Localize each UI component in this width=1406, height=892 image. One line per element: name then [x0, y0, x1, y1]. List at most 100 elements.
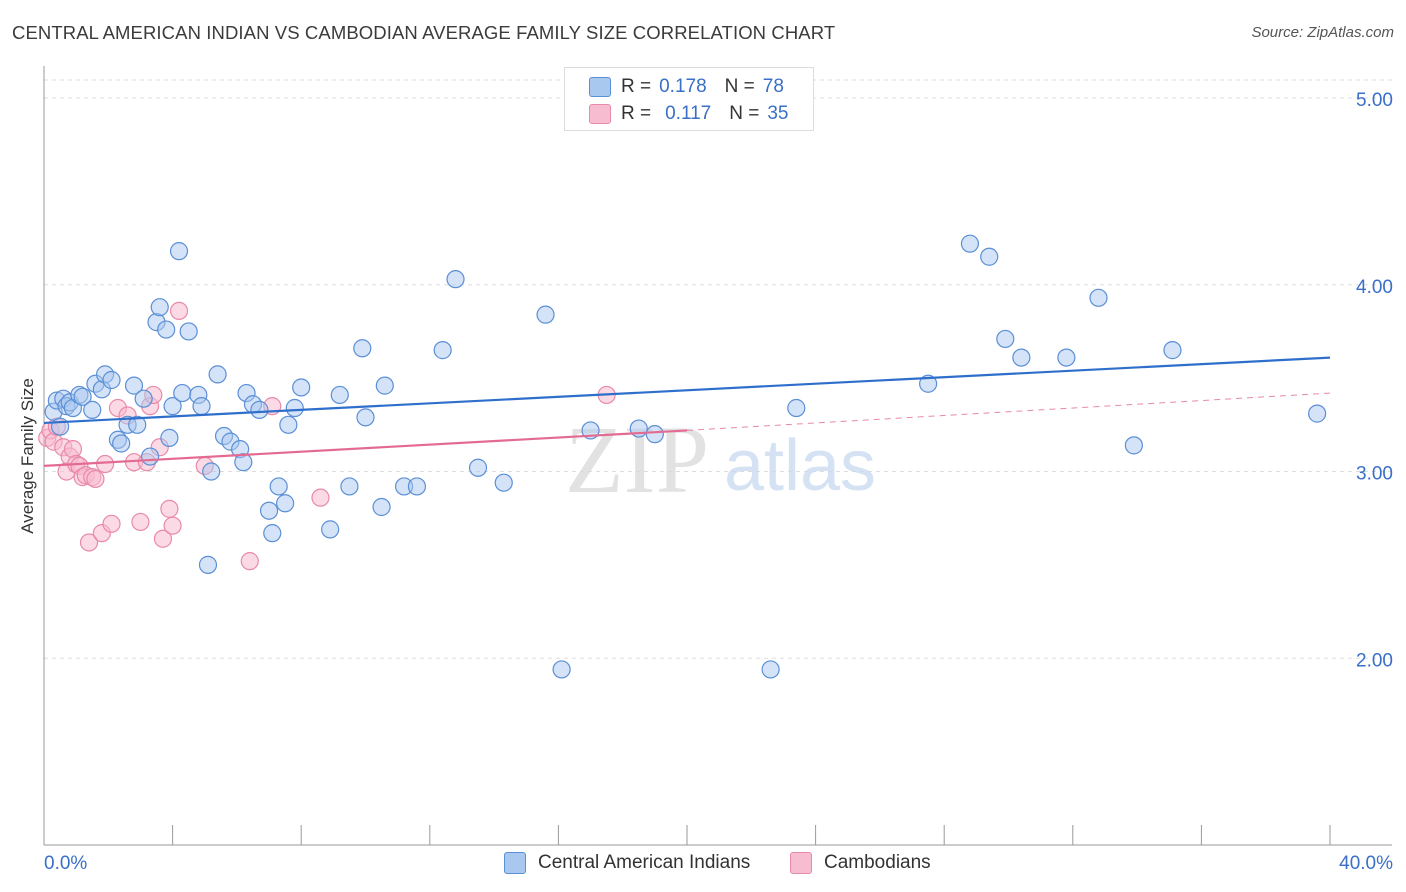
bottom-legend-label: Cambodians [824, 852, 931, 873]
central-american-indians-point [552, 660, 571, 679]
central-american-indians-point [157, 320, 176, 339]
y-axis-label: Average Family Size [18, 378, 37, 534]
central-american-indians-point [140, 447, 160, 466]
cambodians-trend-line [43, 429, 688, 468]
central-american-indians-point [102, 370, 121, 390]
central-american-indians-point [73, 387, 92, 406]
legend-swatch-pink [589, 104, 611, 124]
y-tick-label: 5.00 [1356, 90, 1393, 111]
axes [43, 66, 1392, 846]
central-american-indians-point [433, 341, 452, 360]
central-american-indians-point [173, 383, 192, 403]
central-american-indians-point [250, 400, 269, 419]
central-american-indians-point [202, 462, 221, 481]
central-american-indians-point [160, 428, 179, 447]
central-american-indians-point [124, 376, 144, 395]
central-american-indians-point [468, 458, 488, 477]
central-american-indians-point [353, 339, 372, 358]
legend-row-central-american-indians: R = 0.178 N = 78 [589, 75, 784, 99]
central-american-indians-point [269, 477, 288, 496]
central-american-indians-point [372, 497, 391, 517]
central-american-indians-point [263, 524, 282, 543]
cambodians-point [86, 469, 105, 489]
cambodians-point [102, 514, 121, 533]
central-american-indians-point [259, 501, 279, 520]
central-american-indians-point [375, 376, 394, 395]
tick-labels: 2.00 3.00 4.00 5.00 0.0% 40.0% [44, 90, 1393, 874]
central-american-indians-point [960, 234, 980, 253]
gridlines [44, 79, 1392, 659]
bottom-legend-central-american-indians: Central American Indians [504, 852, 750, 874]
legend-n-label: N = [724, 76, 755, 97]
cambodians-point [95, 454, 115, 474]
watermark: ZIP atlas [565, 406, 876, 513]
central-american-indians-point [192, 397, 211, 416]
legend-n-value: 35 [767, 103, 789, 124]
central-american-indians-point [645, 425, 664, 444]
trend-lines [43, 356, 1331, 468]
central-american-indians-point [276, 494, 295, 513]
bottom-legend-swatch-pink [790, 852, 812, 874]
watermark-atlas: atlas [724, 426, 876, 506]
cambodians-point [131, 512, 150, 532]
central-american-indians-point [169, 242, 189, 261]
legend-r-value: 0.117 [665, 103, 712, 124]
legend-r-label: R = [621, 76, 652, 97]
central-american-indians-point [407, 477, 427, 496]
cambodians-trend-extension [686, 392, 1331, 431]
x-tick-label-min: 0.0% [44, 853, 87, 874]
y-tick-label: 4.00 [1356, 277, 1393, 298]
central-american-indians-point [179, 322, 198, 341]
central-american-indians-point [761, 660, 780, 679]
legend-r-label: R = [621, 103, 652, 124]
central-american-indians-point [285, 398, 304, 418]
central-american-indians-point [292, 378, 311, 397]
central-american-indians-point [446, 270, 465, 289]
central-american-indians-point [150, 298, 169, 317]
x-tick-label-max: 40.0% [1339, 853, 1393, 874]
chart-title: CENTRAL AMERICAN INDIAN VS CAMBODIAN AVE… [12, 22, 836, 43]
legend-r-value: 0.178 [659, 76, 707, 97]
central-american-indians-trend-line [43, 356, 1331, 425]
central-american-indians-point [1012, 348, 1031, 367]
central-american-indians-point [787, 398, 806, 418]
central-american-indians-point [234, 453, 253, 472]
cambodians-points [38, 301, 616, 571]
central-american-indians-point [128, 415, 147, 434]
bottom-legend-swatch-blue [504, 852, 526, 874]
legend-row-cambodians: R = 0.117 N = 35 [589, 102, 789, 126]
central-american-indians-point [996, 329, 1015, 349]
cambodians-point [240, 552, 259, 571]
legend-swatch-blue [589, 77, 611, 97]
central-american-indians-point [1163, 341, 1182, 360]
bottom-legend-cambodians: Cambodians [790, 852, 931, 874]
legend-n-label: N = [729, 103, 760, 124]
central-american-indians-point [112, 434, 131, 453]
central-american-indians-point [83, 400, 102, 419]
central-american-indians-points [44, 234, 1327, 679]
bottom-legend-label: Central American Indians [538, 852, 751, 873]
central-american-indians-point [1124, 436, 1143, 455]
central-american-indians-point [536, 305, 555, 324]
central-american-indians-point [1308, 404, 1327, 423]
central-american-indians-point [134, 389, 153, 408]
cambodians-point [311, 488, 330, 507]
central-american-indians-point [1089, 288, 1108, 307]
central-american-indians-point [321, 520, 340, 539]
central-american-indians-point [980, 247, 999, 266]
central-american-indians-point [494, 473, 513, 492]
central-american-indians-point [198, 555, 218, 574]
cambodians-point [79, 533, 99, 552]
central-american-indians-point [330, 385, 349, 405]
central-american-indians-point [1057, 348, 1076, 367]
stats-legend: R = 0.178 N = 78 R = 0.117 N = 35 [564, 67, 814, 131]
central-american-indians-point [919, 374, 938, 393]
central-american-indians-point [279, 415, 298, 434]
y-tick-label: 3.00 [1356, 464, 1393, 485]
central-american-indians-point [208, 365, 227, 384]
central-american-indians-point [340, 477, 359, 496]
cambodians-point [153, 529, 173, 548]
central-american-indians-point [163, 397, 182, 416]
legend-n-value: 78 [762, 76, 784, 97]
